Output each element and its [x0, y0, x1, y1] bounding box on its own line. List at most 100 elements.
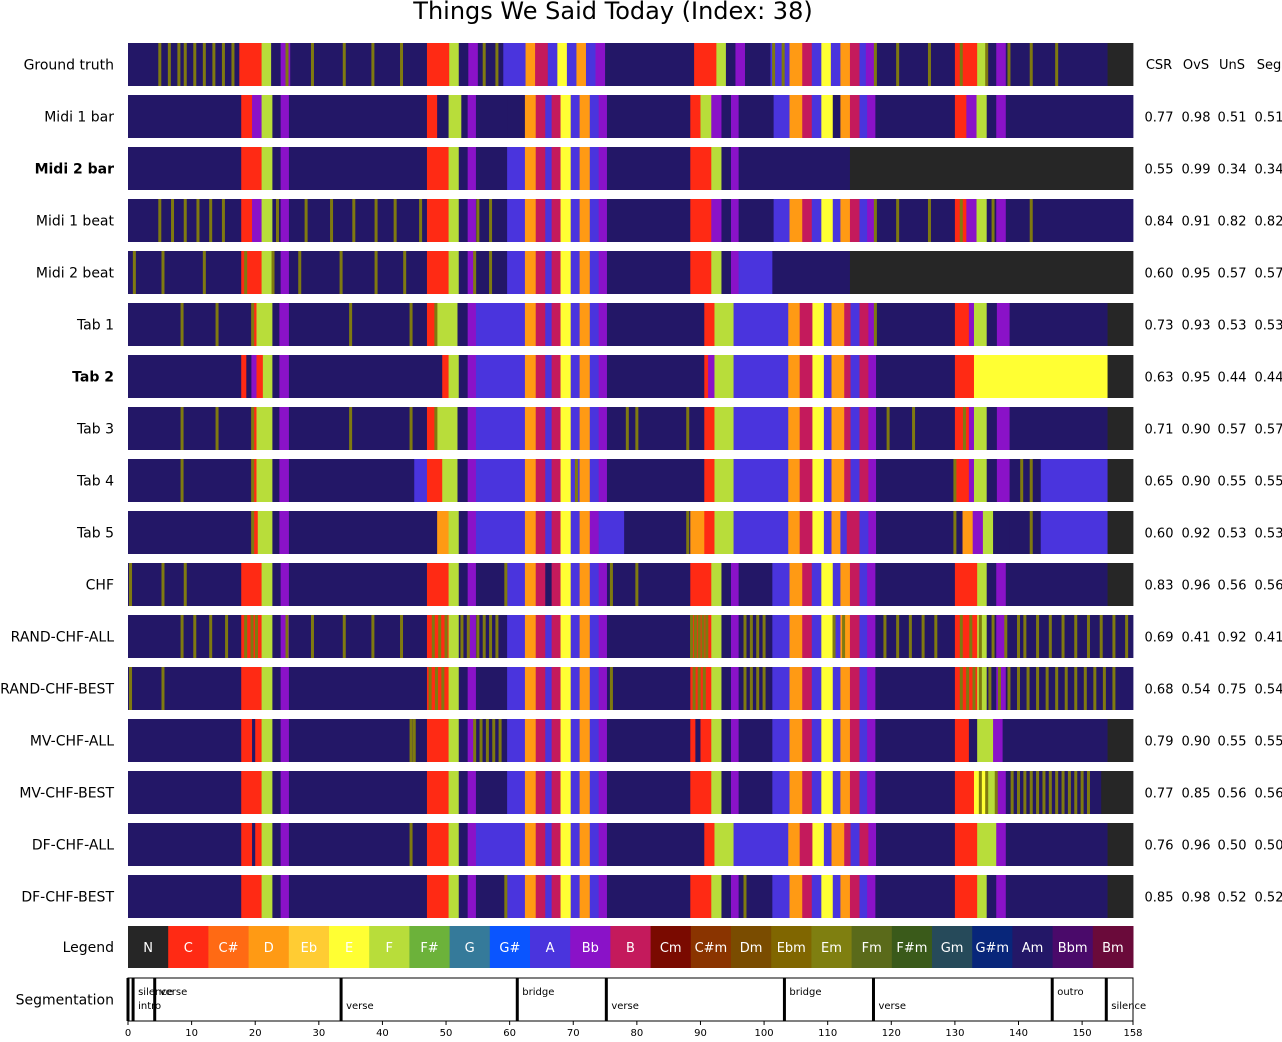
chord-segment — [868, 823, 877, 866]
chart-title: Things We Said Today (Index: 38) — [412, 0, 812, 25]
chord-segment — [570, 511, 581, 554]
chord-segment — [256, 459, 264, 502]
chord-segment — [996, 667, 1007, 710]
chord-segment — [849, 667, 860, 710]
chord-segment — [262, 407, 273, 450]
chord-segment — [708, 355, 715, 398]
chord-tick-mark — [310, 615, 314, 658]
chord-segment — [437, 407, 458, 450]
chord-segment — [840, 771, 851, 814]
chord-tick-mark — [489, 199, 493, 242]
chord-segment — [589, 615, 600, 658]
chord-segment — [579, 771, 591, 814]
chord-segment — [624, 511, 691, 554]
chord-segment — [821, 875, 834, 918]
chord-segment — [986, 43, 997, 86]
chord-segment — [986, 95, 997, 138]
chord-segment — [1009, 407, 1108, 450]
chord-segment — [1005, 875, 1108, 918]
chord-segment — [535, 43, 549, 86]
chord-segment — [690, 771, 712, 814]
chord-segment — [426, 719, 449, 762]
chord-tick-mark — [697, 615, 701, 658]
chord-segment — [996, 563, 1007, 606]
chord-segment — [799, 303, 813, 346]
chord-tick-mark — [1048, 771, 1052, 814]
chord-segment — [738, 563, 773, 606]
row-label: Tab 1 — [76, 318, 114, 334]
chord-tick-mark — [1017, 771, 1021, 814]
chord-tick-mark — [749, 615, 753, 658]
chord-segment — [840, 719, 851, 762]
chord-tick-mark — [978, 771, 982, 814]
chord-segment — [867, 667, 876, 710]
chord-segment — [606, 95, 691, 138]
chord-tick-mark — [912, 407, 916, 450]
chord-segment — [690, 875, 712, 918]
chord-segment — [832, 199, 841, 242]
chord-segment — [288, 147, 428, 190]
chord-segment — [996, 95, 1007, 138]
chord-segment — [547, 43, 558, 86]
row-score: 0.69 — [1145, 631, 1174, 646]
chord-segment — [551, 875, 561, 918]
chord-segment — [272, 511, 280, 554]
chord-segment — [850, 303, 860, 346]
chord-segment — [954, 875, 978, 918]
chord-tick-mark — [873, 303, 877, 346]
chord-segment — [579, 615, 591, 658]
chord-segment — [714, 459, 734, 502]
chord-segment — [458, 251, 469, 294]
chord-tick-mark — [285, 43, 289, 86]
legend-swatch — [168, 926, 209, 968]
chord-segment — [802, 43, 813, 86]
chord-tick-mark — [374, 251, 378, 294]
chord-segment — [867, 615, 876, 658]
chord-tick-mark — [254, 615, 258, 658]
chord-segment — [865, 43, 876, 86]
chord-segment — [585, 43, 596, 86]
chord-tick-mark — [409, 719, 413, 762]
chord-segment — [159, 43, 240, 86]
chord-segment — [986, 875, 997, 918]
chord-segment — [241, 199, 253, 242]
chord-tick-mark — [167, 43, 171, 86]
chord-segment — [721, 615, 732, 658]
chord-segment — [986, 459, 998, 502]
chord-tick-mark — [460, 615, 464, 658]
chord-segment — [467, 719, 477, 762]
chord-segment — [280, 95, 290, 138]
chord-tick-mark — [275, 199, 279, 242]
chord-segment — [458, 147, 469, 190]
row-score: 0.50 — [1255, 839, 1282, 854]
chord-segment — [850, 823, 860, 866]
chord-tick-mark — [896, 615, 900, 658]
chord-segment — [1107, 43, 1134, 86]
chord-segment — [426, 199, 449, 242]
chord-segment — [844, 459, 851, 502]
chord-segment — [875, 199, 956, 242]
chord-segment — [1040, 459, 1108, 502]
chord-segment — [551, 771, 561, 814]
row-label: MV-CHF-BEST — [19, 786, 114, 802]
chord-tick-mark — [349, 303, 353, 346]
chord-segment — [570, 667, 581, 710]
chord-segment — [849, 95, 860, 138]
chord-segment — [968, 459, 975, 502]
x-tick-label: 100 — [755, 1028, 774, 1038]
chord-segment — [812, 511, 825, 554]
chord-tick-mark — [225, 615, 229, 658]
chord-segment — [579, 199, 591, 242]
chord-segment — [458, 43, 469, 86]
row-score: 0.82 — [1218, 215, 1247, 230]
chord-tick-mark — [690, 615, 694, 658]
chord-segment — [711, 95, 722, 138]
chord-segment — [598, 823, 608, 866]
chord-segment — [605, 43, 695, 86]
chord-segment — [868, 459, 877, 502]
chord-segment — [279, 303, 290, 346]
chord-segment — [524, 719, 537, 762]
chord-tick-mark — [495, 43, 499, 86]
chord-segment — [507, 251, 526, 294]
